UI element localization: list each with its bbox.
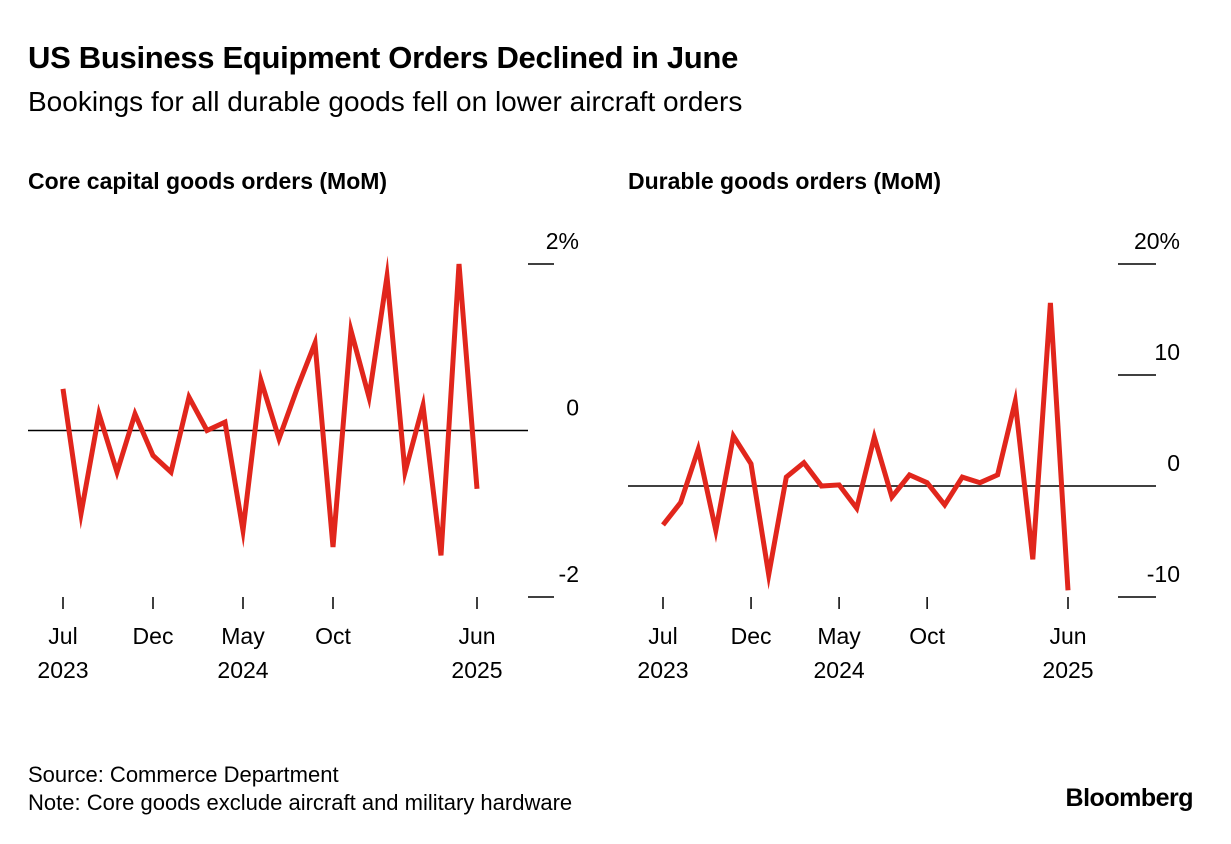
x-tick-label-month: Dec bbox=[731, 623, 772, 649]
x-tick-label-year: 2024 bbox=[217, 657, 268, 683]
x-tick-label-year: 2023 bbox=[637, 657, 688, 683]
series-line bbox=[661, 302, 1071, 591]
y-tick-label: -2 bbox=[559, 561, 579, 587]
x-tick-label-month: Dec bbox=[133, 623, 174, 649]
x-tick-label-month: Jul bbox=[648, 623, 677, 649]
bloomberg-logo: Bloomberg bbox=[1065, 784, 1194, 812]
chart-core: -2 0 2% Jul 2023 Dec May 2024 Oct Jun 2025 bbox=[28, 228, 579, 683]
series-line bbox=[60, 255, 480, 556]
footnote: Note: Core goods exclude aircraft and mi… bbox=[28, 790, 573, 815]
x-tick-label-month: May bbox=[221, 623, 265, 649]
chart-subtitle: Bookings for all durable goods fell on l… bbox=[28, 86, 743, 117]
panel-title-durable-goods: Durable goods orders (MoM) bbox=[628, 168, 942, 194]
x-tick-label-month: Oct bbox=[315, 623, 351, 649]
chart-durable: -10 0 10 20% Jul 2023 Dec May 2024 Oct Jun 2025 bbox=[628, 228, 1180, 683]
x-tick-label-year: 2025 bbox=[451, 657, 502, 683]
y-tick-label: 0 bbox=[1167, 450, 1180, 476]
x-tick-label-year: 2023 bbox=[37, 657, 88, 683]
x-tick-label-month: Jun bbox=[1049, 623, 1086, 649]
y-tick-label: 2% bbox=[546, 228, 579, 254]
y-tick-label: -10 bbox=[1147, 561, 1180, 587]
x-tick-label-month: Oct bbox=[909, 623, 945, 649]
panel-title-core-capital-goods: Core capital goods orders (MoM) bbox=[28, 168, 388, 194]
y-tick-label: 20% bbox=[1134, 228, 1180, 254]
y-tick-label: 10 bbox=[1154, 339, 1180, 365]
x-tick-label-year: 2025 bbox=[1042, 657, 1093, 683]
source-note: Source: Commerce Department bbox=[28, 762, 339, 787]
y-tick-label: 0 bbox=[566, 395, 579, 421]
x-tick-label-month: Jun bbox=[458, 623, 495, 649]
chart-title: US Business Equipment Orders Declined in… bbox=[28, 40, 739, 75]
x-tick-label-month: Jul bbox=[48, 623, 77, 649]
x-tick-label-year: 2024 bbox=[814, 657, 865, 683]
x-tick-label-month: May bbox=[817, 623, 861, 649]
